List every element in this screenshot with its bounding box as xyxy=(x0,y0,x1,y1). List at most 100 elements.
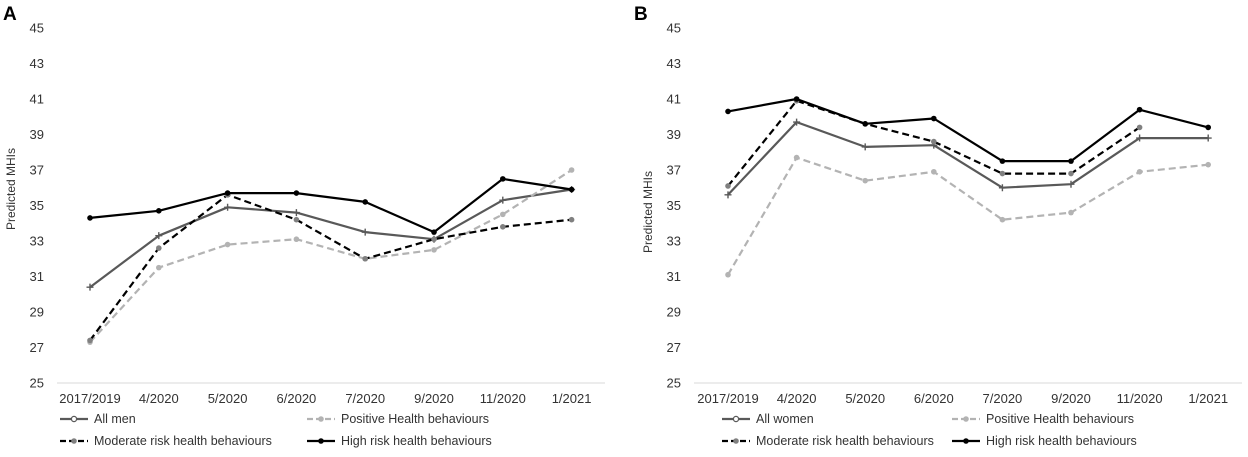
legend-label: All men xyxy=(94,412,136,426)
series-line xyxy=(728,158,1208,275)
y-tick-label: 37 xyxy=(30,163,44,178)
data-point xyxy=(1068,171,1074,177)
legend-marker xyxy=(318,438,324,444)
series-positive-health-behaviours xyxy=(725,155,1211,278)
data-point xyxy=(931,169,937,175)
data-point xyxy=(1000,217,1006,223)
x-tick-label: 9/2020 xyxy=(414,391,454,406)
data-point xyxy=(294,190,300,196)
data-point xyxy=(156,208,162,214)
series-group-b xyxy=(725,96,1212,277)
x-tick-label: 7/2020 xyxy=(345,391,385,406)
data-point xyxy=(500,224,506,230)
legend-marker xyxy=(963,416,969,422)
x-tick-label: 7/2020 xyxy=(983,391,1023,406)
legend-item: Moderate risk health behaviours xyxy=(722,434,934,448)
x-tick-label: 1/2021 xyxy=(1188,391,1228,406)
data-point xyxy=(431,229,437,235)
y-tick-label: 31 xyxy=(667,269,681,284)
x-tick-label: 5/2020 xyxy=(208,391,248,406)
x-tick-label: 11/2020 xyxy=(1117,391,1163,406)
data-point xyxy=(500,176,506,182)
series-high-risk-health-behaviours xyxy=(725,96,1211,164)
data-point xyxy=(862,121,868,127)
legend-item: High risk health behaviours xyxy=(307,434,492,448)
data-point xyxy=(862,178,868,184)
x-tick-label: 2017/2019 xyxy=(697,391,758,406)
data-point xyxy=(294,236,300,242)
data-point xyxy=(725,109,731,115)
legend-marker xyxy=(963,438,969,444)
legend-label: Moderate risk health behaviours xyxy=(94,434,272,448)
panel-label-a: A xyxy=(3,4,17,25)
x-tick-label: 6/2020 xyxy=(914,391,954,406)
data-point xyxy=(1137,125,1143,131)
x-tick-label: 6/2020 xyxy=(277,391,317,406)
x-tick-label: 9/2020 xyxy=(1051,391,1091,406)
y-tick-label: 39 xyxy=(667,127,681,142)
data-point xyxy=(1000,158,1006,164)
data-point xyxy=(862,143,869,150)
legend-a: All men Positive Health behaviours Moderat… xyxy=(60,412,492,448)
data-point xyxy=(431,236,437,242)
y-tick-label: 43 xyxy=(30,56,44,71)
data-point xyxy=(1205,135,1212,142)
data-point xyxy=(500,212,506,218)
data-point xyxy=(569,187,575,193)
legend-label: High risk health behaviours xyxy=(341,434,492,448)
x-tick-label: 2017/2019 xyxy=(59,391,120,406)
y-tick-label: 29 xyxy=(667,305,681,320)
y-tick-label: 45 xyxy=(30,21,44,36)
legend-item: All women xyxy=(722,412,814,426)
y-tick-label: 25 xyxy=(667,376,681,391)
data-point xyxy=(294,217,300,223)
legend-marker xyxy=(71,438,77,444)
y-axis-label-b: Predicted MHIs xyxy=(641,171,655,253)
data-point xyxy=(569,167,575,173)
legend-item: Positive Health behaviours xyxy=(307,412,489,426)
legend-label: Positive Health behaviours xyxy=(341,412,489,426)
y-tick-label: 33 xyxy=(30,234,44,249)
figure: A Predicted MHIs 2527293133353739414345 … xyxy=(0,0,1248,457)
series-line xyxy=(90,179,572,232)
data-point xyxy=(1205,162,1211,168)
legend-b: All women Positive Health behaviours Moder… xyxy=(722,412,1137,448)
legend-label: Moderate risk health behaviours xyxy=(756,434,934,448)
y-tick-label: 45 xyxy=(667,21,681,36)
data-point xyxy=(293,209,300,216)
data-point xyxy=(725,272,731,278)
legend-item: Positive Health behaviours xyxy=(952,412,1134,426)
y-tick-label: 35 xyxy=(667,198,681,213)
y-ticks-a: 2527293133353739414345 xyxy=(30,21,44,391)
data-point xyxy=(87,215,93,221)
y-tick-label: 41 xyxy=(667,92,681,107)
legend-marker xyxy=(71,416,76,421)
panel-label-b: B xyxy=(634,4,648,25)
data-point xyxy=(1137,107,1143,113)
y-tick-label: 41 xyxy=(30,92,44,107)
x-tick-label: 4/2020 xyxy=(777,391,817,406)
data-point xyxy=(156,245,162,251)
y-tick-label: 31 xyxy=(30,269,44,284)
data-point xyxy=(794,155,800,161)
y-tick-label: 35 xyxy=(30,198,44,213)
chart-panel-a: A Predicted MHIs 2527293133353739414345 … xyxy=(3,4,605,448)
data-point xyxy=(156,265,162,271)
y-tick-label: 27 xyxy=(30,340,44,355)
legend-item: High risk health behaviours xyxy=(952,434,1137,448)
y-tick-label: 27 xyxy=(667,340,681,355)
legend-label: All women xyxy=(756,412,814,426)
data-point xyxy=(225,242,231,248)
data-point xyxy=(1137,169,1143,175)
legend-item: Moderate risk health behaviours xyxy=(60,434,272,448)
data-point xyxy=(225,190,231,196)
data-point xyxy=(569,217,575,223)
x-tick-label: 4/2020 xyxy=(139,391,179,406)
series-group-a xyxy=(87,167,576,345)
y-tick-label: 33 xyxy=(667,234,681,249)
series-positive-health-behaviours xyxy=(87,167,574,345)
data-point xyxy=(1068,158,1074,164)
data-point xyxy=(725,183,731,189)
data-point xyxy=(1205,125,1211,131)
data-point xyxy=(224,204,231,211)
